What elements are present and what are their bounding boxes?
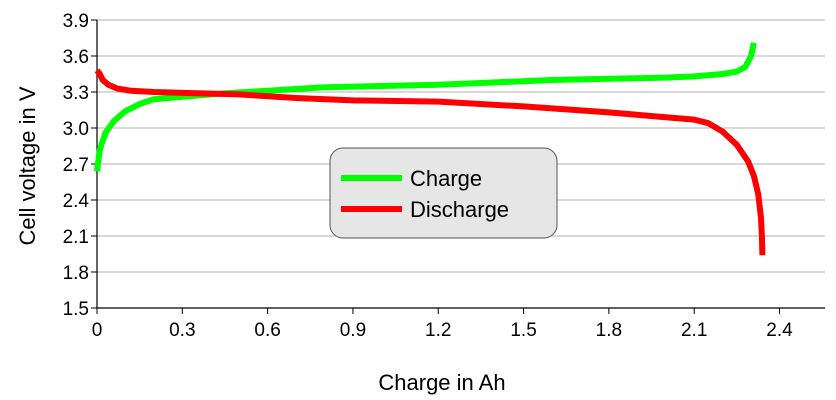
- x-axis-title: Charge in Ah: [378, 370, 505, 395]
- series-line-charge: [94, 42, 757, 172]
- x-tick-label: 0.3: [169, 320, 195, 341]
- x-tick-label: 0.6: [254, 320, 280, 341]
- y-tick-label: 3.0: [63, 119, 89, 140]
- x-tick-label: 1.8: [596, 320, 622, 341]
- x-tick-label: 0: [92, 320, 103, 341]
- series-line-discharge: [94, 68, 766, 256]
- y-tick-labels: 1.5 1.8 2.1 2.4 2.7 3.0 3.3 3.6 3.9: [63, 11, 90, 320]
- y-tick-label: 1.8: [63, 263, 89, 284]
- legend-box: [329, 147, 558, 239]
- x-tick-labels: 0 0.3 0.6 0.9 1.2 1.5 1.8 2.1 2.4: [92, 320, 793, 341]
- y-tick-label: 2.1: [63, 227, 89, 248]
- y-tick-label: 1.5: [63, 299, 89, 320]
- x-tick-label: 2.1: [681, 320, 707, 341]
- y-tick-label: 2.7: [63, 155, 89, 176]
- series-lines: [94, 42, 766, 256]
- x-tick-label: 2.4: [766, 320, 793, 341]
- y-tick-label: 2.4: [63, 191, 90, 212]
- y-tick-label: 3.6: [63, 47, 89, 68]
- y-tick-label: 3.9: [63, 11, 89, 32]
- y-tick-label: 3.3: [63, 83, 89, 104]
- legend-label-discharge: Discharge: [410, 197, 509, 222]
- x-tick-label: 0.9: [340, 320, 366, 341]
- y-axis-title: Cell voltage in V: [15, 86, 40, 245]
- legend-label-charge: Charge: [410, 166, 482, 191]
- x-tick-label: 1.2: [425, 320, 451, 341]
- x-tick-label: 1.5: [510, 320, 536, 341]
- legend: Charge Discharge: [329, 147, 558, 239]
